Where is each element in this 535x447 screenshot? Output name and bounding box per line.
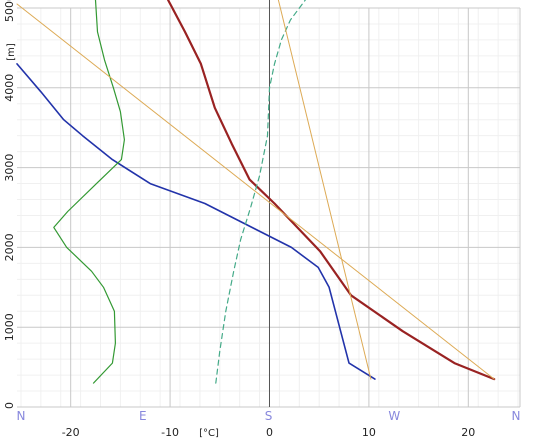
wind-direction-label: N	[512, 409, 521, 423]
wind-direction-label: N	[17, 409, 26, 423]
series-layer	[16, 0, 496, 384]
grid-major	[17, 7, 521, 408]
x-tick-label: 0	[266, 426, 273, 439]
y-tick-label: 3000	[3, 154, 16, 182]
dew-point-line	[16, 63, 376, 380]
y-tick-label: 2000	[3, 233, 16, 261]
y-tick-label: 4000	[3, 74, 16, 102]
dry-adiabat-line	[16, 3, 495, 380]
wind-direction-label: W	[388, 409, 400, 423]
y-tick-labels: 0 1000 2000 3000 4000 5000	[3, 0, 16, 409]
x-tick-label: 20	[461, 426, 475, 439]
x-tick-label: -20	[62, 426, 80, 439]
y-tick-label: 5000	[3, 0, 16, 22]
y-tick-label: 1000	[3, 313, 16, 341]
x-tick-label: 10	[362, 426, 376, 439]
x-tick-labels: -20 -10 0 10 20	[62, 426, 476, 439]
wind-speed-line	[215, 0, 306, 384]
y-axis-label: [m]	[6, 43, 17, 61]
moist-adiabat-line	[277, 0, 372, 380]
wind-direction-label: E	[139, 409, 147, 423]
x-tick-label: -10	[161, 426, 179, 439]
wind-direction-label: S	[265, 409, 273, 423]
x-axis-label: [°C]	[199, 428, 219, 439]
wind-direction-line	[53, 0, 126, 384]
y-tick-label: 0	[3, 402, 16, 409]
temperature-line	[167, 0, 496, 381]
grid-minor	[17, 8, 520, 407]
